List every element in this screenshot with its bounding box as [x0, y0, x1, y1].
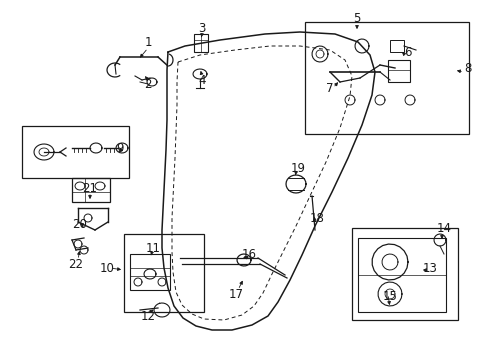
Text: 15: 15 [382, 289, 397, 302]
Text: 17: 17 [228, 288, 243, 301]
Bar [357, 238, 445, 312]
Bar [124, 234, 203, 312]
Text: 8: 8 [464, 62, 471, 75]
Bar [72, 178, 110, 202]
Text: 6: 6 [404, 45, 411, 59]
Text: 13: 13 [422, 261, 437, 274]
Bar [389, 40, 403, 52]
Text: 1: 1 [144, 36, 151, 49]
Text: 16: 16 [241, 248, 256, 261]
Bar [305, 22, 468, 134]
Text: 5: 5 [353, 12, 360, 24]
Bar [130, 254, 170, 290]
Text: 14: 14 [436, 221, 450, 234]
Bar [22, 126, 129, 178]
Text: 4: 4 [198, 73, 205, 86]
Text: 9: 9 [116, 141, 123, 154]
Text: 10: 10 [100, 261, 114, 274]
Text: 20: 20 [72, 217, 87, 230]
Text: 18: 18 [309, 212, 324, 225]
Bar [351, 228, 457, 320]
Bar [387, 60, 409, 82]
Text: 19: 19 [290, 162, 305, 175]
Bar [194, 34, 207, 52]
Text: 22: 22 [68, 257, 83, 270]
Text: 12: 12 [140, 310, 155, 323]
Text: 3: 3 [198, 22, 205, 35]
Text: 7: 7 [325, 81, 333, 95]
Text: 11: 11 [145, 242, 160, 255]
Text: 2: 2 [144, 77, 151, 90]
Text: 21: 21 [82, 181, 97, 194]
